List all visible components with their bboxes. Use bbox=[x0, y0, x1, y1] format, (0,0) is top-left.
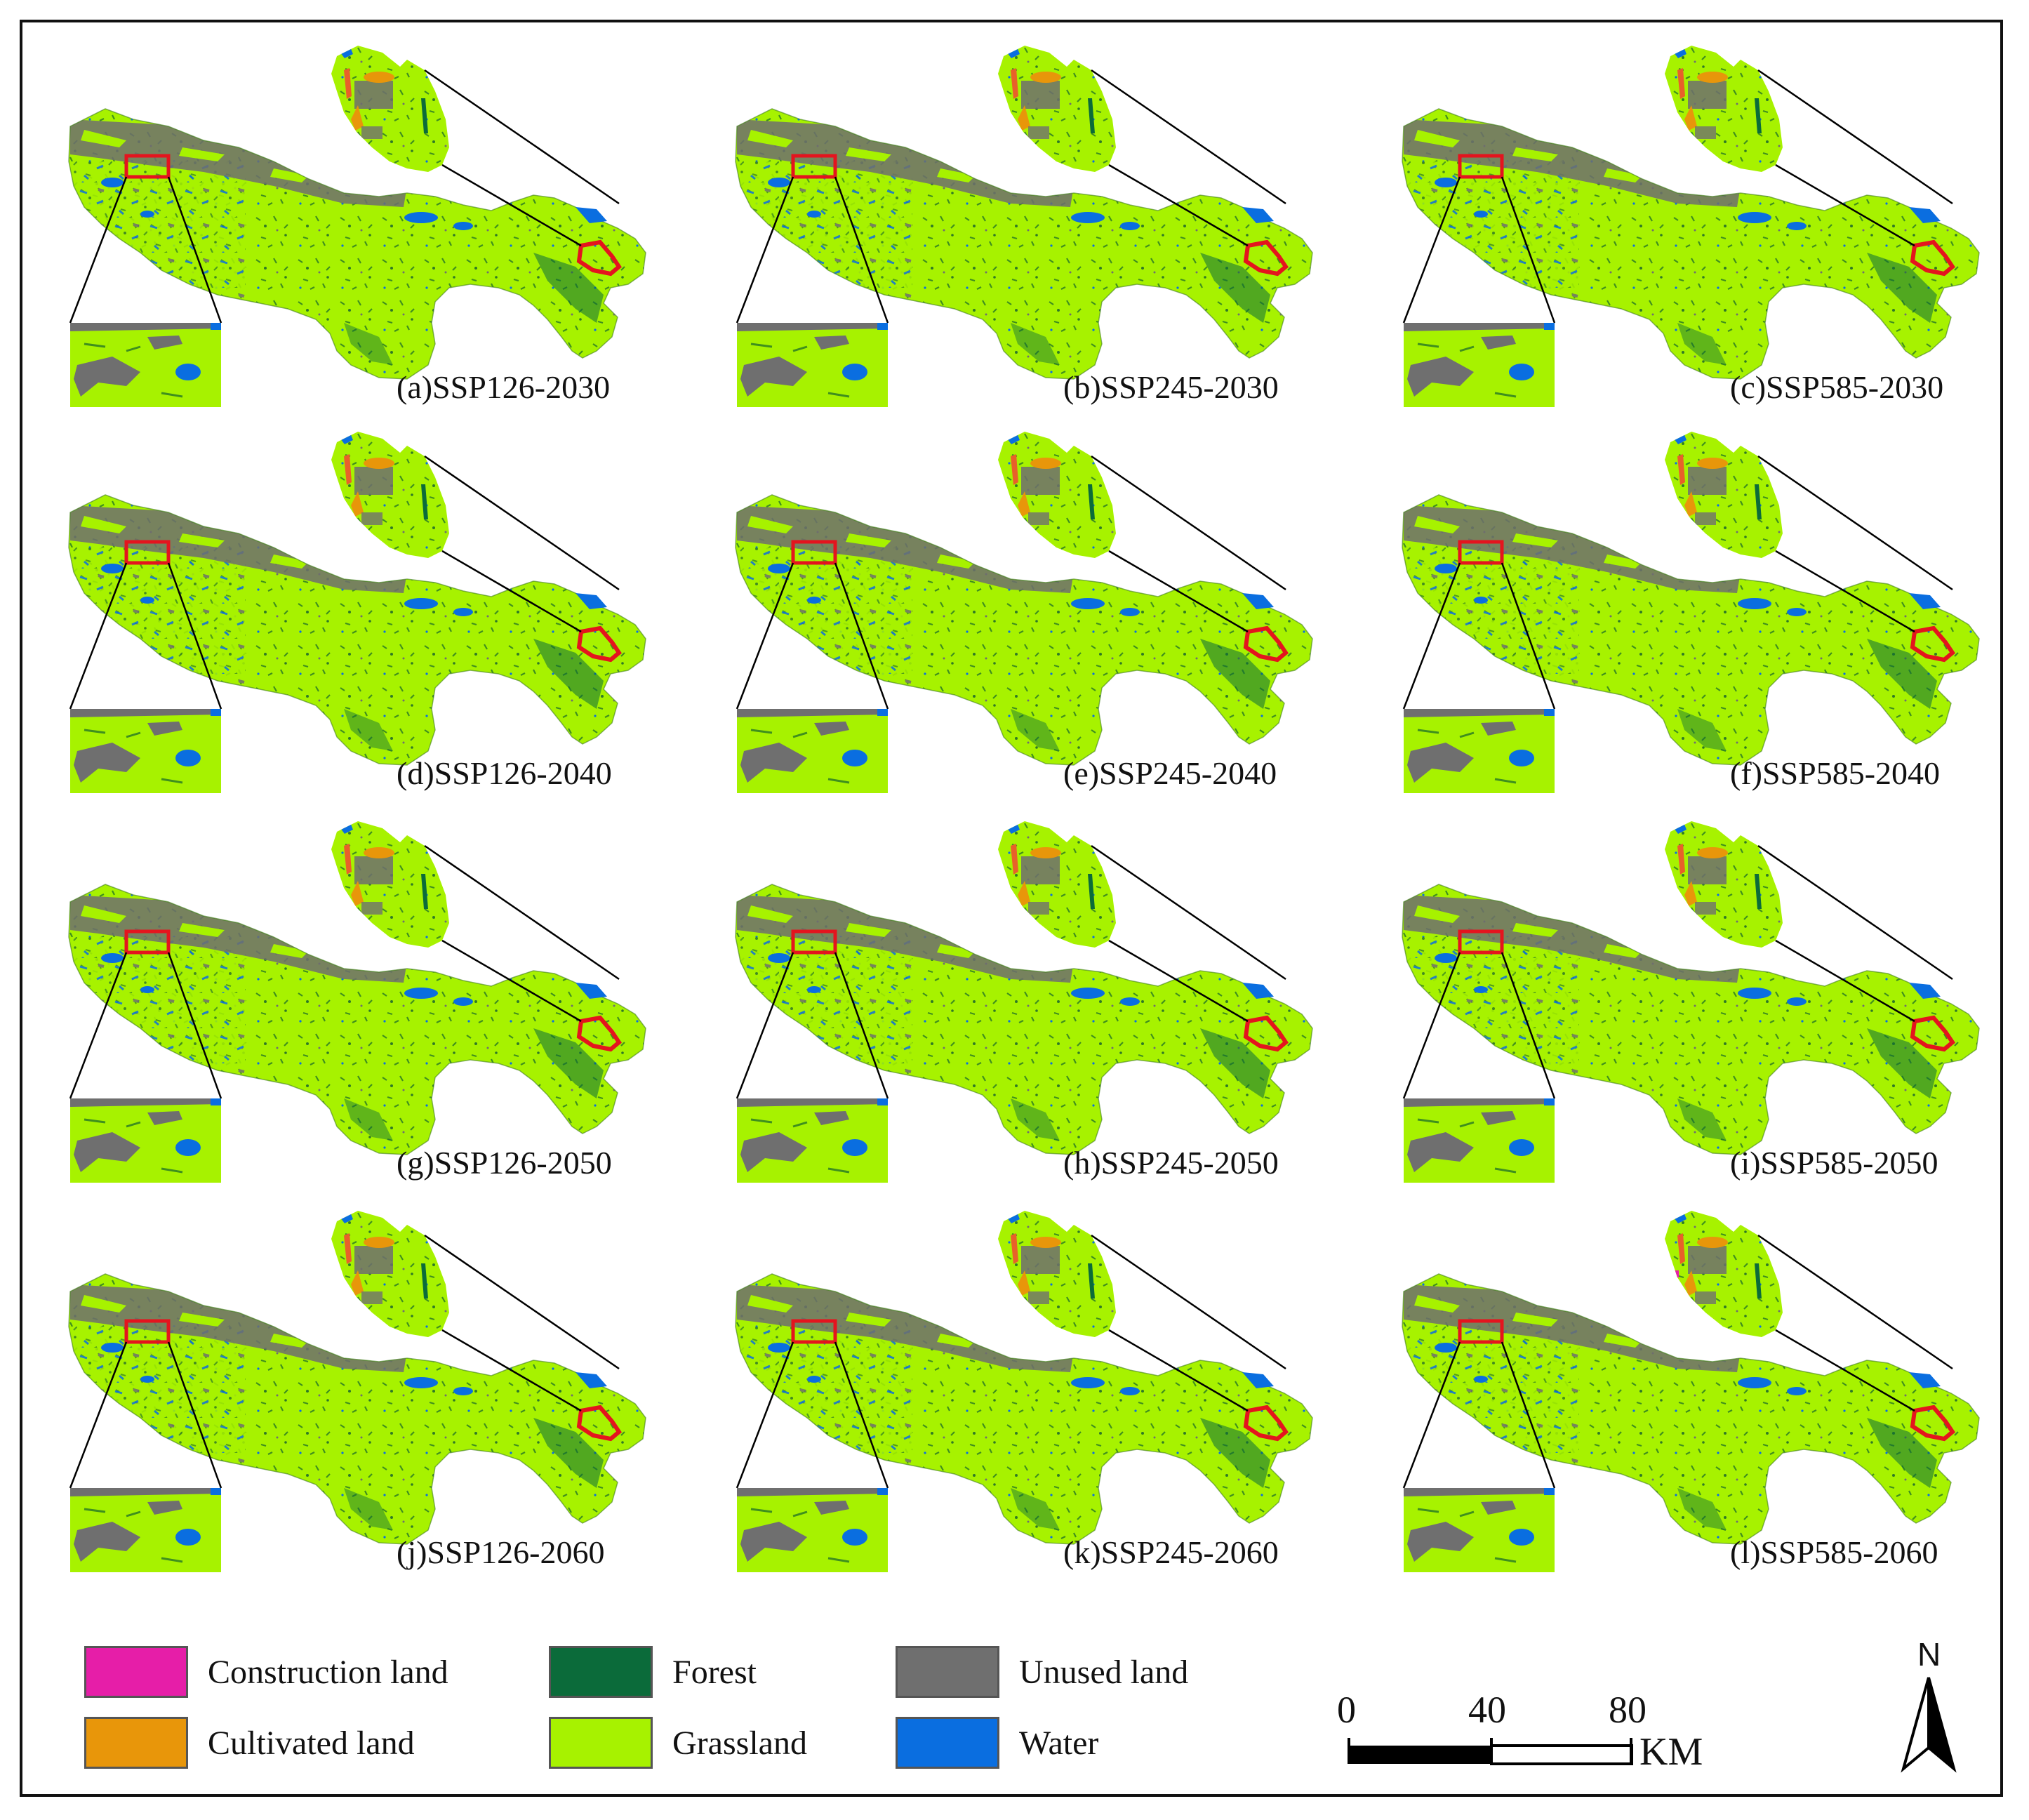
legend-swatch-grassland bbox=[549, 1717, 653, 1769]
highlight-outline-east bbox=[1910, 1015, 1955, 1052]
legend-label-construction: Construction land bbox=[208, 1653, 448, 1691]
highlight-outline-east bbox=[576, 1404, 622, 1442]
highlight-outline-east bbox=[1910, 625, 1955, 663]
highlight-outline-east bbox=[1243, 625, 1289, 663]
legend-swatch-construction bbox=[84, 1646, 188, 1698]
highlight-box-west bbox=[791, 154, 837, 179]
inset-map-east bbox=[998, 821, 1116, 948]
zoom-detail-west bbox=[70, 709, 221, 793]
legend-item-cultivated: Cultivated land bbox=[84, 1715, 415, 1771]
scale-label-80: 80 bbox=[1609, 1689, 1647, 1731]
legend-label-unused: Unused land bbox=[1019, 1653, 1189, 1691]
inset-map-east bbox=[331, 46, 449, 172]
highlight-outline-east bbox=[576, 625, 622, 663]
highlight-outline-east bbox=[576, 1015, 622, 1052]
inset-map-east bbox=[331, 821, 449, 948]
scale-label-40: 40 bbox=[1468, 1689, 1506, 1731]
highlight-outline-east bbox=[1910, 1404, 1955, 1442]
panel-label-c: (c)SSP585-2030 bbox=[1730, 369, 1944, 405]
highlight-outline-east bbox=[1910, 239, 1955, 277]
highlight-box-west bbox=[124, 154, 171, 179]
legend-item-forest: Forest bbox=[549, 1644, 757, 1700]
highlight-outline-east bbox=[576, 239, 622, 277]
legend-swatch-forest bbox=[549, 1646, 653, 1698]
legend-swatch-cultivated bbox=[84, 1717, 188, 1769]
panel-label-g: (g)SSP126-2050 bbox=[397, 1145, 612, 1181]
inset-map-east bbox=[1665, 821, 1783, 948]
legend-label-grassland: Grassland bbox=[672, 1724, 807, 1762]
inset-map-east bbox=[998, 46, 1116, 172]
scale-label-0: 0 bbox=[1337, 1689, 1356, 1731]
highlight-box-west bbox=[791, 540, 837, 565]
panel-label-h: (h)SSP245-2050 bbox=[1063, 1145, 1279, 1181]
highlight-box-west bbox=[124, 540, 171, 565]
legend-item-grassland: Grassland bbox=[549, 1715, 807, 1771]
zoom-detail-west bbox=[737, 1098, 888, 1183]
scale-unit-label: KM bbox=[1639, 1730, 1703, 1774]
scale-bar bbox=[1348, 1738, 1633, 1765]
zoom-detail-west bbox=[1404, 323, 1555, 407]
legend-item-water: Water bbox=[896, 1715, 1098, 1771]
zoom-detail-west bbox=[1404, 1098, 1555, 1183]
panel-label-a: (a)SSP126-2030 bbox=[397, 369, 611, 405]
zoom-detail-west bbox=[737, 1488, 888, 1572]
inset-map-east bbox=[331, 1211, 449, 1337]
panel-label-k: (k)SSP245-2060 bbox=[1063, 1534, 1279, 1570]
panel-label-j: (j)SSP126-2060 bbox=[397, 1534, 605, 1570]
inset-map-east bbox=[331, 432, 449, 558]
legend-label-water: Water bbox=[1019, 1724, 1099, 1762]
legend-item-unused: Unused land bbox=[896, 1644, 1188, 1700]
highlight-box-west bbox=[1458, 1319, 1504, 1344]
legend-label-cultivated: Cultivated land bbox=[208, 1724, 415, 1762]
panel-label-b: (b)SSP245-2030 bbox=[1063, 369, 1279, 405]
highlight-box-west bbox=[1458, 540, 1504, 565]
panel-label-e: (e)SSP245-2040 bbox=[1063, 755, 1277, 791]
zoom-detail-west bbox=[70, 1098, 221, 1183]
inset-map-east bbox=[998, 1211, 1116, 1337]
north-label: N bbox=[1917, 1636, 1941, 1673]
zoom-detail-west bbox=[70, 1488, 221, 1572]
highlight-box-west bbox=[791, 929, 837, 955]
legend-item-construction: Construction land bbox=[84, 1644, 448, 1700]
zoom-detail-west bbox=[737, 709, 888, 793]
legend-swatch-unused bbox=[896, 1646, 999, 1698]
highlight-box-west bbox=[1458, 154, 1504, 179]
panel-label-i: (i)SSP585-2050 bbox=[1730, 1145, 1938, 1181]
highlight-outline-east bbox=[1243, 1015, 1289, 1052]
panel-label-f: (f)SSP585-2040 bbox=[1730, 755, 1941, 791]
zoom-detail-west bbox=[1404, 709, 1555, 793]
zoom-detail-west bbox=[737, 323, 888, 407]
inset-map-east bbox=[998, 432, 1116, 558]
highlight-box-west bbox=[1458, 929, 1504, 955]
legend-swatch-water bbox=[896, 1717, 999, 1769]
highlight-outline-east bbox=[1243, 1404, 1289, 1442]
inset-map-east bbox=[1665, 1211, 1783, 1337]
zoom-detail-west bbox=[70, 323, 221, 407]
highlight-box-west bbox=[791, 1319, 837, 1344]
highlight-box-west bbox=[124, 929, 171, 955]
inset-map-east bbox=[1665, 432, 1783, 558]
inset-map-east bbox=[1665, 46, 1783, 172]
panel-label-l: (l)SSP585-2060 bbox=[1730, 1534, 1938, 1570]
zoom-detail-west bbox=[1404, 1488, 1555, 1572]
highlight-box-west bbox=[124, 1319, 171, 1344]
panel-label-d: (d)SSP126-2040 bbox=[397, 755, 612, 791]
legend-label-forest: Forest bbox=[672, 1653, 757, 1691]
scale-bar-black-segment bbox=[1348, 1746, 1491, 1764]
scale-bar-white-segment bbox=[1490, 1744, 1633, 1765]
north-arrow-icon bbox=[1901, 1677, 1957, 1773]
highlight-outline-east bbox=[1243, 239, 1289, 277]
